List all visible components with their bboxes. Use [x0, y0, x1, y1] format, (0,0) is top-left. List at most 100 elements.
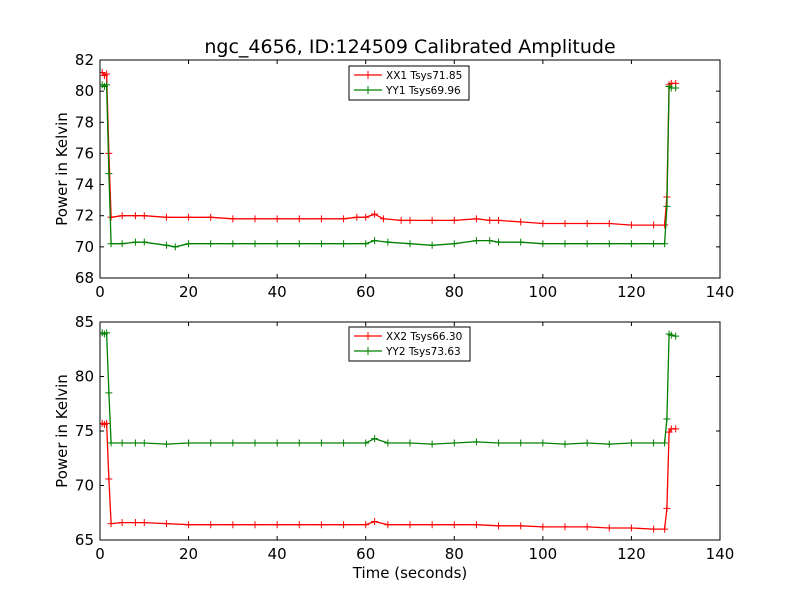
data-point-marker	[162, 440, 170, 448]
data-point-marker	[118, 519, 126, 527]
data-point-marker	[450, 216, 458, 224]
data-point-marker	[650, 525, 658, 533]
data-point-marker	[207, 521, 215, 529]
data-point-marker	[131, 519, 139, 527]
data-point-marker	[131, 439, 139, 447]
data-point-marker	[295, 240, 303, 248]
x-tick-label: 20	[179, 545, 198, 563]
legend-box	[348, 326, 471, 362]
data-point-marker	[107, 240, 115, 248]
data-point-marker	[661, 240, 669, 248]
x-tick-label: 100	[529, 283, 558, 301]
data-point-marker	[371, 210, 379, 218]
legend-label: XX2 Tsys66.30	[386, 331, 462, 343]
y-tick-label: 72	[75, 207, 94, 225]
data-point-marker	[273, 240, 281, 248]
data-point-marker	[605, 524, 613, 532]
data-point-marker	[317, 439, 325, 447]
x-tick-label: 140	[706, 283, 735, 301]
data-point-marker	[371, 517, 379, 525]
data-point-marker	[661, 221, 669, 229]
x-tick-label: 60	[356, 283, 375, 301]
data-point-marker	[486, 237, 494, 245]
data-point-marker	[118, 240, 126, 248]
data-point-marker	[317, 521, 325, 529]
data-point-marker	[672, 332, 680, 340]
data-point-marker	[517, 522, 525, 530]
data-point-marker	[107, 520, 115, 528]
data-point-marker	[661, 439, 669, 447]
chart-panel-1: 0 20 40 60 80 100 120 140 68 70 72 74 76 78 80 82 Power …	[53, 51, 734, 301]
data-point-marker	[495, 238, 503, 246]
legend: XX1 Tsys71.85 YY1 Tsys69.96	[348, 65, 470, 101]
data-point-marker	[162, 241, 170, 249]
data-point-marker	[107, 213, 115, 221]
data-point-marker	[517, 218, 525, 226]
data-point-marker	[229, 240, 237, 248]
data-point-marker	[428, 521, 436, 529]
y-tick-label: 80	[75, 368, 94, 386]
y-axis-label: Power in Kelvin	[53, 112, 71, 226]
data-point-marker	[517, 238, 525, 246]
data-point-marker	[118, 439, 126, 447]
data-point-marker	[340, 240, 348, 248]
x-tick-label: 0	[95, 545, 105, 563]
data-point-marker	[428, 216, 436, 224]
data-point-marker	[672, 84, 680, 92]
data-point-marker	[340, 521, 348, 529]
series-yy2	[100, 329, 680, 448]
data-point-marker	[107, 439, 115, 447]
data-point-marker	[561, 523, 569, 531]
data-point-marker	[517, 439, 525, 447]
data-point-marker	[472, 521, 480, 529]
data-point-marker	[162, 520, 170, 528]
data-point-marker	[583, 439, 591, 447]
data-point-marker	[207, 213, 215, 221]
data-point-marker	[105, 389, 113, 397]
data-point-marker	[539, 220, 547, 227]
x-tick-label: 80	[445, 283, 464, 301]
data-point-marker	[103, 329, 111, 337]
data-point-marker	[450, 521, 458, 529]
data-point-marker	[131, 212, 139, 220]
data-point-marker	[583, 220, 591, 227]
data-point-marker	[317, 215, 325, 223]
data-point-marker	[362, 521, 370, 529]
data-point-marker	[273, 521, 281, 529]
series-line	[101, 83, 676, 248]
data-point-marker	[650, 240, 658, 248]
legend-marker	[364, 347, 372, 355]
data-point-marker	[605, 240, 613, 248]
data-point-marker	[406, 240, 414, 248]
data-point-marker	[583, 523, 591, 531]
y-tick-label: 82	[75, 51, 94, 69]
data-point-marker	[384, 238, 392, 246]
data-point-marker	[140, 238, 148, 246]
data-point-marker	[353, 213, 361, 221]
x-tick-label: 120	[617, 545, 646, 563]
data-point-marker	[539, 439, 547, 447]
figure-title: ngc_4656, ID:124509 Calibrated Amplitude	[204, 36, 615, 58]
data-point-marker	[667, 331, 675, 339]
legend-box	[348, 65, 470, 101]
data-point-marker	[627, 221, 635, 229]
data-point-marker	[229, 521, 237, 529]
series-xx2	[100, 419, 680, 533]
data-point-marker	[539, 240, 547, 248]
data-point-marker	[605, 220, 613, 227]
data-point-marker	[672, 425, 680, 433]
y-tick-label: 68	[75, 269, 94, 287]
data-point-marker	[371, 435, 379, 443]
x-tick-label: 0	[95, 283, 105, 301]
data-point-marker	[295, 215, 303, 223]
y-tick-label: 70	[75, 238, 94, 256]
data-point-marker	[251, 521, 259, 529]
data-point-marker	[650, 439, 658, 447]
series-yy1	[100, 81, 680, 251]
data-point-marker	[663, 504, 671, 512]
legend: XX2 Tsys66.30 YY2 Tsys73.63	[348, 326, 471, 362]
data-point-marker	[428, 440, 436, 448]
x-tick-label: 40	[268, 545, 287, 563]
